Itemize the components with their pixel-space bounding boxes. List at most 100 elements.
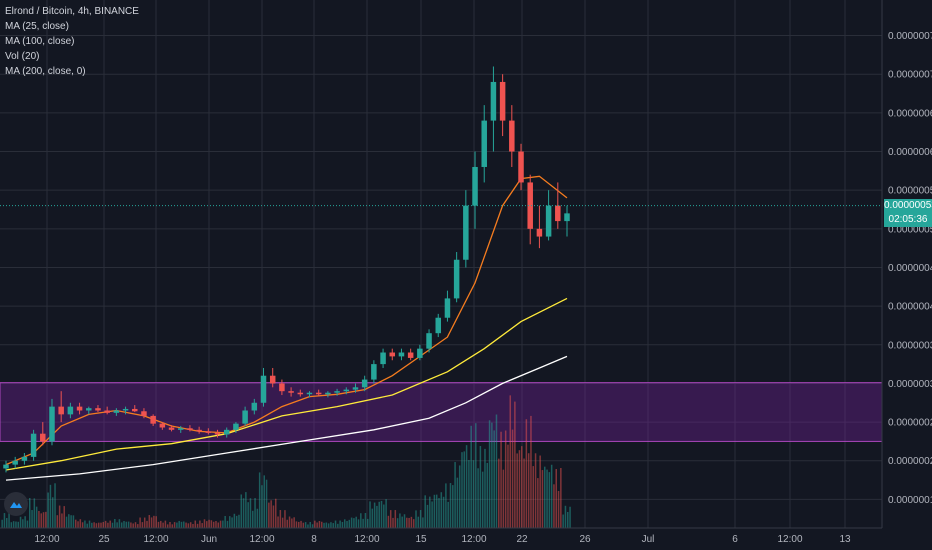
candle xyxy=(233,422,239,433)
legend-ma200[interactable]: MA (200, close, 0) xyxy=(5,66,86,77)
volume-bar xyxy=(491,422,493,528)
volume-bar xyxy=(555,469,558,528)
candle-body xyxy=(371,364,377,380)
volume-bar xyxy=(68,514,70,528)
volume-bar xyxy=(143,517,146,528)
volume-bar xyxy=(19,516,22,528)
candle xyxy=(177,425,184,433)
volume-bar xyxy=(383,504,385,528)
volume-bar xyxy=(422,517,424,528)
candle-body xyxy=(3,464,9,469)
time-tick-label: 12:00 xyxy=(249,534,274,545)
volume-bar xyxy=(146,520,148,528)
candle xyxy=(150,414,156,426)
volume-bar xyxy=(470,425,472,528)
candle-body xyxy=(12,460,18,465)
price-tick-label: 0.00000055 xyxy=(888,186,932,197)
volume-bar xyxy=(58,505,61,528)
candle xyxy=(361,375,368,392)
volume-bar xyxy=(63,506,65,528)
candle xyxy=(380,348,386,368)
legend-ma100[interactable]: MA (100, close) xyxy=(5,36,75,47)
volume-bar xyxy=(203,519,206,528)
volume-bar xyxy=(176,522,178,528)
volume-bar xyxy=(252,510,254,528)
candle-body xyxy=(499,81,506,121)
candle-body xyxy=(380,352,386,365)
volume-bar xyxy=(81,522,84,528)
time-axis[interactable]: 12:00 25 12:00 Jun 12:00 8 12:00 15 12:00 22 26 Jul… xyxy=(0,527,882,545)
cloud-icon xyxy=(10,502,22,508)
candle xyxy=(371,360,377,384)
candle xyxy=(509,105,515,167)
candle-body xyxy=(426,333,432,349)
volume-bar xyxy=(320,521,323,528)
volume-bar xyxy=(254,498,256,528)
price-tick-label: 0.00000065 xyxy=(888,108,932,119)
candle-body xyxy=(260,375,267,403)
volume-bar xyxy=(240,494,243,528)
volume-bar xyxy=(49,484,52,528)
time-tick-label: 22 xyxy=(516,534,528,545)
volume-bar xyxy=(132,523,134,528)
volume-bar xyxy=(51,497,54,528)
volume-bar xyxy=(387,515,390,528)
moving-averages xyxy=(5,175,568,481)
volume-bar xyxy=(297,521,300,528)
volume-bar xyxy=(498,458,500,528)
volume-bar xyxy=(366,518,369,528)
volume-bar xyxy=(509,395,512,528)
volume-bar xyxy=(567,511,569,528)
price-tick-label: 0.00000045 xyxy=(888,263,932,274)
volume-bar xyxy=(362,518,364,528)
volume-bar xyxy=(210,520,213,528)
candle-body xyxy=(564,213,570,222)
volume-bar xyxy=(114,519,116,528)
volume-bar xyxy=(157,521,160,528)
last-price-tag: 0.00000053 xyxy=(884,198,932,213)
volume-bar xyxy=(192,523,194,528)
volume-bar xyxy=(150,517,153,528)
volume-bar xyxy=(364,513,367,528)
volume-bar xyxy=(194,520,197,528)
volume-bar xyxy=(458,465,461,528)
volume-bar xyxy=(410,516,413,528)
volume-bar xyxy=(169,522,171,528)
volume-bar xyxy=(343,519,346,528)
volume-bar xyxy=(291,518,293,528)
volume-bar xyxy=(316,522,318,528)
legend-vol[interactable]: Vol (20) xyxy=(5,51,40,62)
volume-bar xyxy=(431,501,433,528)
legend-ma25[interactable]: MA (25, close) xyxy=(5,21,69,32)
volume-bar xyxy=(406,517,408,528)
tradingview-logo[interactable] xyxy=(4,492,28,516)
volume-bar xyxy=(380,500,383,528)
volume-bar xyxy=(518,450,521,528)
volume-bar xyxy=(247,502,249,528)
volume-bar xyxy=(417,516,420,528)
candle xyxy=(315,389,322,396)
volume-bar xyxy=(104,520,107,528)
volume-bar xyxy=(137,524,139,528)
volume-bar xyxy=(412,519,415,528)
volume-bar xyxy=(532,466,535,528)
candle xyxy=(76,402,83,415)
volume-bar xyxy=(341,521,344,528)
volume-bar xyxy=(557,491,560,528)
candle xyxy=(499,74,506,137)
price-axis[interactable]: 0.00000015 0.00000020 0.00000025 0.00000030… xyxy=(881,0,932,528)
candle xyxy=(490,66,497,152)
candle-body xyxy=(242,410,248,424)
candle xyxy=(463,190,469,268)
volume-bar xyxy=(17,521,19,528)
volume-bar xyxy=(56,515,59,528)
candle-body xyxy=(159,423,166,428)
candle xyxy=(472,151,478,229)
legend-symbol[interactable]: Elrond / Bitcoin, 4h, BINANCE xyxy=(5,6,139,17)
candle-body xyxy=(343,389,350,392)
volume-bar xyxy=(26,520,29,528)
volume-bar xyxy=(77,521,79,528)
volume-bar xyxy=(357,519,360,528)
